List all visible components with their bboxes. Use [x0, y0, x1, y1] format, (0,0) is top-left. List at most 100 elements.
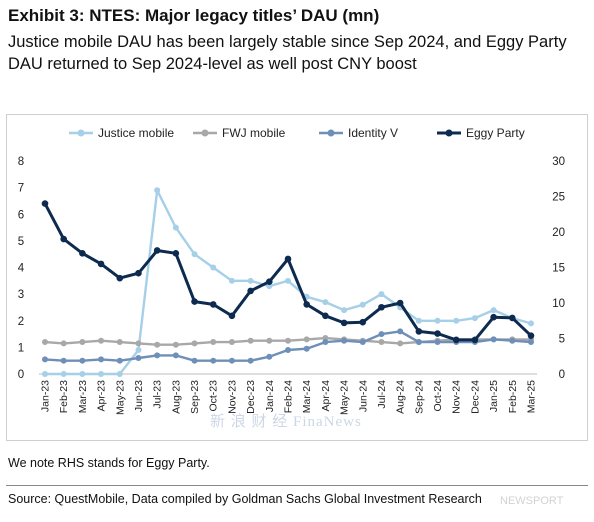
- right-axis-tick-label: 15: [552, 263, 565, 275]
- data-point-identity-v: [285, 347, 291, 354]
- data-point-identity-v: [528, 339, 534, 346]
- data-point-fwj-mobile: [266, 337, 273, 344]
- data-point-eggy-party: [116, 274, 124, 282]
- x-axis-tick-label: Jan-24: [264, 380, 276, 412]
- data-point-fwj-mobile: [303, 336, 310, 343]
- data-point-justice-mobile: [247, 277, 254, 284]
- data-point-identity-v: [434, 339, 441, 346]
- data-point-justice-mobile: [60, 371, 67, 377]
- data-point-fwj-mobile: [98, 337, 105, 344]
- data-point-identity-v: [322, 339, 329, 346]
- legend-label: Identity V: [348, 126, 398, 140]
- data-point-fwj-mobile: [378, 339, 385, 346]
- data-point-justice-mobile: [322, 299, 329, 306]
- data-point-identity-v: [116, 357, 123, 364]
- data-point-justice-mobile: [415, 317, 422, 324]
- data-point-justice-mobile: [172, 224, 179, 231]
- chart-legend: Justice mobile FWJ mobile Identity V Eggy P…: [69, 126, 525, 140]
- x-axis-tick-label: Jun-24: [357, 380, 369, 412]
- data-point-identity-v: [397, 328, 404, 335]
- left-axis-tick-label: 5: [18, 236, 24, 248]
- data-point-fwj-mobile: [210, 339, 217, 346]
- x-axis-tick-label: Feb-24: [283, 380, 295, 413]
- data-point-justice-mobile: [341, 307, 348, 314]
- data-point-justice-mobile: [434, 317, 441, 324]
- watermark-corner: NEWSPORT: [500, 495, 564, 507]
- data-point-identity-v: [303, 345, 310, 352]
- data-point-identity-v: [247, 357, 254, 364]
- data-point-justice-mobile: [285, 277, 291, 284]
- data-point-fwj-mobile: [228, 339, 235, 346]
- data-point-identity-v: [415, 339, 422, 346]
- left-axis-tick-label: 4: [18, 263, 25, 275]
- data-point-eggy-party: [396, 299, 404, 307]
- data-point-eggy-party: [527, 332, 535, 339]
- data-point-eggy-party: [135, 269, 142, 277]
- data-point-eggy-party: [97, 260, 105, 268]
- left-axis-tick-label: 7: [18, 183, 24, 195]
- data-point-identity-v: [228, 357, 235, 364]
- x-axis-tick-label: May-24: [339, 380, 351, 415]
- x-axis-tick-label: Aug-24: [395, 380, 407, 414]
- data-point-eggy-party: [322, 312, 329, 320]
- data-point-fwj-mobile: [397, 340, 404, 347]
- data-point-justice-mobile: [191, 251, 198, 258]
- data-point-justice-mobile: [116, 371, 123, 377]
- right-axis-tick-label: 0: [559, 369, 565, 381]
- legend-label: FWJ mobile: [222, 126, 286, 140]
- chart-subtitle: Justice mobile DAU has been largely stab…: [8, 33, 567, 73]
- data-point-eggy-party: [228, 312, 236, 320]
- data-point-fwj-mobile: [135, 340, 142, 347]
- data-point-justice-mobile: [42, 371, 48, 377]
- x-axis-tick-label: Mar-23: [77, 380, 89, 413]
- data-point-fwj-mobile: [60, 340, 67, 347]
- x-axis-tick-label: Sep-23: [189, 380, 201, 414]
- data-point-eggy-party: [284, 255, 292, 263]
- data-point-identity-v: [135, 355, 142, 362]
- data-point-identity-v: [154, 352, 161, 359]
- x-axis-tick-label: Mar-24: [301, 380, 313, 413]
- data-point-fwj-mobile: [172, 341, 179, 348]
- data-point-eggy-party: [172, 250, 180, 257]
- data-point-eggy-party: [79, 250, 86, 257]
- data-point-eggy-party: [434, 330, 441, 337]
- legend-swatch-marker: [201, 129, 209, 137]
- data-point-justice-mobile: [453, 317, 460, 324]
- data-point-eggy-party: [471, 336, 479, 344]
- left-axis-tick-label: 6: [18, 209, 24, 221]
- data-point-fwj-mobile: [247, 337, 254, 344]
- left-axis-tick-label: 0: [18, 369, 24, 381]
- data-point-justice-mobile: [210, 264, 217, 271]
- data-point-justice-mobile: [378, 291, 385, 298]
- right-axis-tick-label: 30: [552, 156, 565, 168]
- x-axis-tick-label: May-23: [114, 380, 126, 415]
- legend-label: Eggy Party: [466, 126, 525, 140]
- data-point-eggy-party: [247, 287, 254, 295]
- data-point-eggy-party: [60, 235, 67, 243]
- data-point-identity-v: [359, 339, 366, 346]
- data-point-fwj-mobile: [79, 339, 86, 346]
- x-axis-tick-label: Dec-24: [469, 380, 481, 414]
- legend-label: Justice mobile: [98, 126, 174, 140]
- left-axis-tick-label: 2: [18, 316, 24, 328]
- data-point-eggy-party: [191, 298, 198, 305]
- data-point-fwj-mobile: [191, 340, 198, 347]
- data-point-justice-mobile: [98, 371, 105, 377]
- x-axis-tick-label: Feb-23: [58, 380, 70, 413]
- data-point-identity-v: [490, 336, 497, 343]
- x-axis-tick-label: Jan-23: [40, 380, 52, 412]
- source-line: Source: QuestMobile, Data compiled by Go…: [8, 492, 482, 506]
- exhibit-title: Exhibit 3: NTES: Major legacy titles’ DA…: [8, 6, 380, 25]
- x-axis-tick-label: Oct-24: [432, 380, 444, 412]
- x-axis-tick-label: Apr-23: [96, 380, 108, 412]
- data-point-eggy-party: [509, 314, 516, 322]
- data-point-eggy-party: [153, 247, 161, 254]
- legend-item: FWJ mobile: [193, 126, 286, 140]
- legend-swatch-marker: [445, 129, 453, 137]
- legend-item: Identity V: [319, 126, 398, 140]
- data-point-identity-v: [42, 356, 48, 363]
- dau-line-chart: Justice mobile FWJ mobile Identity V Eggy P…: [18, 126, 565, 415]
- x-axis-tick-label: Sep-24: [413, 380, 425, 414]
- data-point-justice-mobile: [135, 347, 142, 354]
- data-point-identity-v: [509, 337, 516, 344]
